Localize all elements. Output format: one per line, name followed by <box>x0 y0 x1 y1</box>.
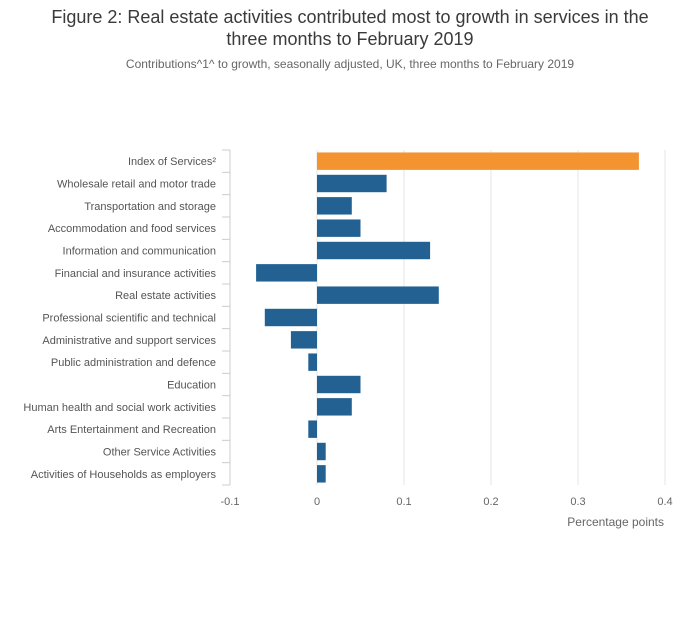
chart-title: Figure 2: Real estate activities contrib… <box>0 6 700 50</box>
bar-1[interactable] <box>317 174 387 193</box>
x-tick-label-2: 0.1 <box>396 496 411 508</box>
bar-0[interactable] <box>317 152 639 170</box>
category-label-2: Transportation and storage <box>84 201 216 213</box>
bar-3[interactable] <box>317 219 361 237</box>
chart-title-line-2: three months to February 2019 <box>226 29 474 49</box>
category-label-11: Human health and social work activities <box>23 402 216 414</box>
bar-6[interactable] <box>317 286 439 304</box>
category-label-13: Other Service Activities <box>103 447 217 459</box>
category-label-3: Accommodation and food services <box>48 223 217 235</box>
category-label-4: Information and communication <box>63 246 216 258</box>
category-label-9: Public administration and defence <box>51 357 216 369</box>
bar-14[interactable] <box>317 465 326 483</box>
chart-title-line-1: Figure 2: Real estate activities contrib… <box>51 7 649 27</box>
category-label-14: Activities of Households as employers <box>31 469 217 481</box>
bar-12[interactable] <box>308 420 317 438</box>
bar-10[interactable] <box>317 375 361 394</box>
category-label-10: Education <box>167 380 216 392</box>
category-label-8: Administrative and support services <box>42 335 216 347</box>
category-label-6: Real estate activities <box>115 290 216 302</box>
bar-13[interactable] <box>317 442 326 461</box>
x-axis-label: Percentage points <box>567 515 664 529</box>
bar-4[interactable] <box>317 241 431 260</box>
bar-8[interactable] <box>290 331 317 349</box>
category-label-12: Arts Entertainment and Recreation <box>47 424 216 436</box>
bar-11[interactable] <box>317 398 352 416</box>
x-tick-label-5: 0.4 <box>657 496 672 508</box>
x-tick-label-1: 0 <box>314 496 320 508</box>
chart-subtitle: Contributions^1^ to growth, seasonally a… <box>125 57 575 71</box>
category-label-7: Professional scientific and technical <box>42 313 216 325</box>
x-tick-label-3: 0.2 <box>483 496 498 508</box>
bar-5[interactable] <box>256 264 317 282</box>
category-label-5: Financial and insurance activities <box>55 268 217 280</box>
category-label-1: Wholesale retail and motor trade <box>57 179 216 191</box>
bar-9[interactable] <box>308 353 317 371</box>
category-labels: Index of Services² Wholesale retail and m… <box>23 156 216 481</box>
x-tick-label-0: -0.1 <box>221 496 240 508</box>
x-tick-labels: -0.1 0 0.1 0.2 0.3 0.4 <box>221 496 673 508</box>
x-tick-label-4: 0.3 <box>570 496 585 508</box>
bar-7[interactable] <box>264 308 317 327</box>
bars <box>256 152 639 483</box>
bar-2[interactable] <box>317 197 352 215</box>
category-label-0: Index of Services² <box>128 156 216 168</box>
